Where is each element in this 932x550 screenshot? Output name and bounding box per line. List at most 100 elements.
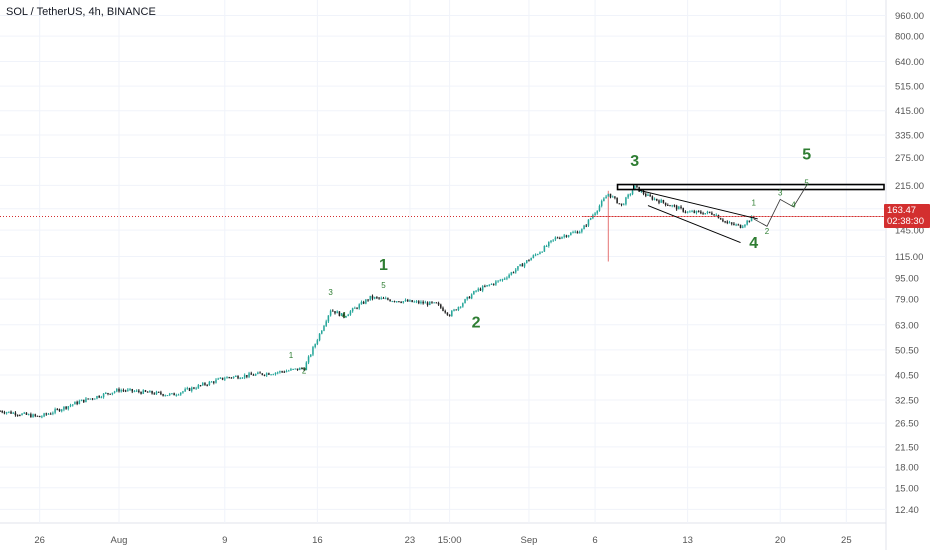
candle-body [561, 236, 563, 239]
countdown-timer: 02:38:30 [887, 216, 924, 227]
candle-body [539, 252, 541, 255]
candle-body [307, 356, 310, 363]
candle-body [711, 212, 713, 215]
candle-body [473, 291, 475, 295]
candle-body [80, 399, 83, 402]
candle-body [32, 414, 34, 418]
candle-body [486, 285, 488, 287]
candle-body [451, 310, 453, 316]
candle-body [495, 281, 497, 285]
candle-body [285, 371, 288, 373]
candle-body [510, 272, 513, 275]
candle-body [100, 397, 103, 399]
candle-body [431, 301, 433, 303]
candle-body [25, 412, 28, 415]
candle-body [644, 193, 647, 196]
candle-body [490, 283, 493, 285]
candle-body [298, 367, 301, 371]
candle-body [327, 315, 330, 322]
wave-label-minor: 4 [342, 311, 347, 320]
candle-body [243, 375, 246, 378]
candle-body [697, 210, 700, 212]
candle-body [667, 204, 669, 206]
candle-body [38, 415, 41, 418]
candle-body [199, 385, 202, 387]
candle-body [735, 224, 737, 226]
wave-label-primary: 3 [630, 153, 639, 170]
candle-body [287, 370, 290, 372]
candle-body [206, 384, 208, 386]
candle-body [127, 389, 129, 391]
candle-body [556, 237, 559, 239]
candle-body [656, 198, 658, 201]
candle-body [365, 299, 367, 304]
candle-body [631, 190, 634, 195]
candle-body [664, 202, 667, 205]
candle-body [292, 368, 294, 370]
candle-body [246, 375, 248, 377]
candle-body [261, 373, 264, 375]
candle-body [662, 200, 665, 203]
x-tick-label: 15:00 [438, 535, 462, 546]
candle-body [354, 307, 356, 309]
candle-body [706, 211, 709, 214]
candle-body [235, 376, 237, 378]
candle-body [142, 390, 145, 394]
candle-body [519, 264, 521, 267]
candle-body [669, 205, 671, 207]
x-tick-label: 9 [222, 535, 227, 546]
y-tick-label: 515.00 [895, 82, 924, 93]
candle-body [63, 406, 65, 410]
candle-body [479, 288, 482, 291]
candle-body [109, 393, 111, 395]
y-tick-label: 21.50 [895, 442, 919, 453]
candle-body [52, 412, 54, 414]
candle-body [466, 296, 469, 300]
candle-body [369, 295, 372, 301]
candle-body [406, 300, 409, 302]
wave-label-minor: 5 [381, 281, 386, 290]
candle-body [334, 311, 336, 314]
candle-body [442, 307, 444, 311]
candle-body [318, 333, 321, 341]
candle-body [349, 311, 352, 315]
candle-body [43, 413, 45, 417]
candle-body [578, 231, 581, 234]
candle-body [268, 373, 270, 375]
candle-body [27, 414, 30, 416]
candle-body [426, 302, 429, 306]
candle-body [144, 390, 147, 392]
resistance-zone [616, 183, 885, 191]
candle-body [382, 297, 385, 299]
candle-body [545, 246, 548, 248]
candle-body [378, 297, 380, 299]
candle-body [186, 388, 189, 390]
candle-body [506, 277, 508, 279]
candle-body [695, 210, 698, 213]
projection-path [753, 185, 807, 227]
candle-body [417, 301, 420, 304]
x-tick-label: 26 [34, 535, 45, 546]
candle-body [1, 411, 3, 413]
candle-body [166, 395, 169, 397]
candle-body [726, 221, 729, 223]
candle-body [503, 278, 506, 280]
y-tick-label: 640.00 [895, 57, 924, 68]
candle-body [373, 297, 376, 299]
candle-body [448, 314, 451, 316]
candle-body [651, 196, 654, 200]
candle-body [552, 239, 554, 241]
candle-body [367, 299, 369, 301]
candle-body [201, 383, 204, 386]
candle-body [424, 302, 427, 304]
candle-body [488, 284, 491, 286]
candle-body [658, 200, 660, 203]
candle-body [620, 203, 623, 205]
candle-body [47, 413, 50, 415]
candle-body [153, 393, 156, 395]
y-tick-label: 26.50 [895, 419, 919, 430]
candle-body [437, 303, 440, 305]
candle-body [67, 406, 70, 409]
candle-body [594, 213, 596, 216]
